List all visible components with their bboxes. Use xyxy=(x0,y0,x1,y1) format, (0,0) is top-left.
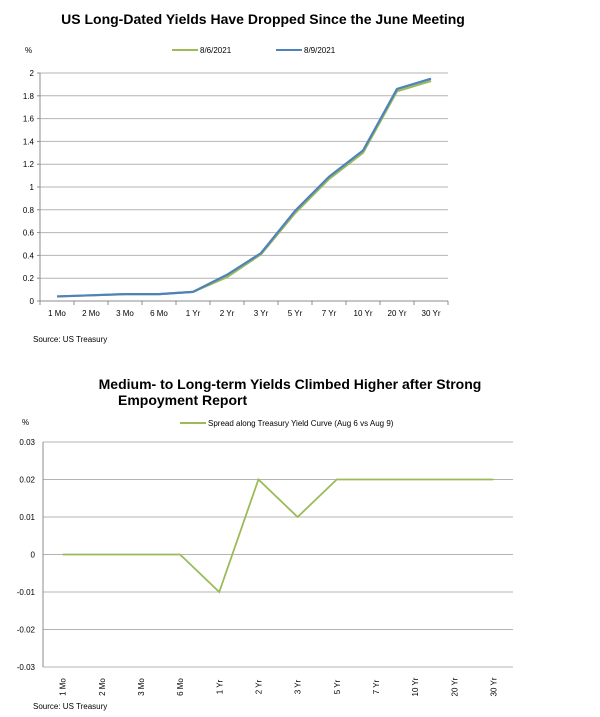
chart-1-y-tick-label: 0.8 xyxy=(23,206,35,215)
chart-1-x-tick-label: 1 Mo xyxy=(48,309,66,318)
chart-2-x-tick-label: 2 Yr xyxy=(254,679,263,694)
chart-2: Medium- to Long-term Yields Climbed High… xyxy=(17,376,513,711)
chart-1-y-ticks: 0 0.2 0.4 0.6 0.8 1 1.2 1.4 1.6 1.8 2 xyxy=(23,69,40,306)
chart-1-y-tick-label: 1.8 xyxy=(23,92,35,101)
chart-2-y-ticks: 0.03 0.02 0.01 0 -0.01 -0.02 -0.03 xyxy=(17,438,36,672)
chart-2-x-tick-label: 5 Yr xyxy=(333,679,342,694)
chart-1-legend: 8/6/2021 8/9/2021 xyxy=(172,46,336,55)
chart-2-y-tick-label: -0.02 xyxy=(17,626,36,635)
chart-1-x-tick-label: 6 Mo xyxy=(150,309,168,318)
chart-1-y-tick-label: 1.6 xyxy=(23,115,35,124)
chart-2-y-tick-label: 0 xyxy=(31,551,36,560)
chart-2-ylabel: % xyxy=(22,418,29,427)
chart-1-title: US Long-Dated Yields Have Dropped Since … xyxy=(61,11,465,27)
chart-1-x-tick-label: 2 Mo xyxy=(82,309,100,318)
chart-1-series xyxy=(56,77,432,298)
chart-1-x-tick-label: 1 Yr xyxy=(186,309,201,318)
chart-2-legend: Spread along Treasury Yield Curve (Aug 6… xyxy=(180,419,394,428)
chart-1-x-tick-label: 2 Yr xyxy=(220,309,235,318)
chart-2-x-tick-label: 10 Yr xyxy=(411,677,420,696)
chart-2-x-tick-label: 3 Yr xyxy=(294,679,303,694)
chart-2-series-line-0 xyxy=(62,477,494,594)
chart-2-x-tick-label: 30 Yr xyxy=(489,677,498,696)
chart-2-x-ticks: 1 Mo 2 Mo 3 Mo 6 Mo 1 Yr 2 Yr 3 Yr 5 Yr 7 Yr 10 Y… xyxy=(59,677,499,696)
chart-1-gridlines xyxy=(40,72,448,279)
chart-1-y-tick-label: 1.4 xyxy=(23,137,35,146)
chart-2-y-tick-label: 0.03 xyxy=(19,438,35,447)
chart-2-source: Source: US Treasury xyxy=(33,702,107,711)
chart-2-x-tick-label: 3 Mo xyxy=(137,678,146,696)
chart-1-x-tick-label: 7 Yr xyxy=(322,309,337,318)
chart-1-x-tick-label: 3 Yr xyxy=(254,309,269,318)
chart-1-x-tick-label: 20 Yr xyxy=(388,309,407,318)
chart-2-x-tick-label: 1 Mo xyxy=(59,678,68,696)
chart-1-series-line-1 xyxy=(56,77,432,298)
chart-2-title-line-1: Medium- to Long-term Yields Climbed High… xyxy=(99,376,482,392)
chart-1-ylabel: % xyxy=(25,46,32,55)
chart-1-x-tick-label: 3 Mo xyxy=(116,309,134,318)
chart-1-y-tick-label: 1 xyxy=(30,183,35,192)
chart-1-y-tick-label: 1.2 xyxy=(23,160,35,169)
chart-2-y-tick-label: -0.01 xyxy=(17,588,36,597)
chart-2-legend-label-0: Spread along Treasury Yield Curve (Aug 6… xyxy=(208,419,394,428)
chart-1-x-tick-label: 10 Yr xyxy=(354,309,373,318)
chart-2-y-tick-label: 0.02 xyxy=(19,476,35,485)
chart-2-y-tick-label: -0.03 xyxy=(17,663,36,672)
chart-1-y-tick-label: 0.2 xyxy=(23,274,35,283)
chart-1-y-tick-label: 0 xyxy=(30,297,35,306)
chart-1-y-tick-label: 0.4 xyxy=(23,251,35,260)
chart-2-x-tick-label: 7 Yr xyxy=(372,679,381,694)
chart-2-gridlines xyxy=(43,441,513,668)
chart-1-y-tick-label: 2 xyxy=(30,69,35,78)
chart-1-x-ticks: 1 Mo 2 Mo 3 Mo 6 Mo 1 Yr 2 Yr 3 Yr 5 Yr 7 Yr 10 Y… xyxy=(39,301,449,318)
chart-2-x-tick-label: 2 Mo xyxy=(98,678,107,696)
chart-1-x-tick-label: 30 Yr xyxy=(422,309,441,318)
chart-2-x-tick-label: 20 Yr xyxy=(450,677,459,696)
chart-1-source: Source: US Treasury xyxy=(33,335,107,344)
chart-2-y-tick-label: 0.01 xyxy=(19,513,35,522)
chart-2-x-tick-label: 1 Yr xyxy=(215,679,224,694)
chart-1: US Long-Dated Yields Have Dropped Since … xyxy=(23,11,465,344)
chart-1-y-tick-label: 0.6 xyxy=(23,229,35,238)
chart-1-legend-label-0: 8/6/2021 xyxy=(200,46,232,55)
chart-2-x-tick-label: 6 Mo xyxy=(176,678,185,696)
chart-1-x-tick-label: 5 Yr xyxy=(288,309,303,318)
chart-2-series xyxy=(62,477,494,594)
chart-1-legend-label-1: 8/9/2021 xyxy=(304,46,336,55)
chart-2-title-line-2: Empoyment Report xyxy=(118,392,247,408)
